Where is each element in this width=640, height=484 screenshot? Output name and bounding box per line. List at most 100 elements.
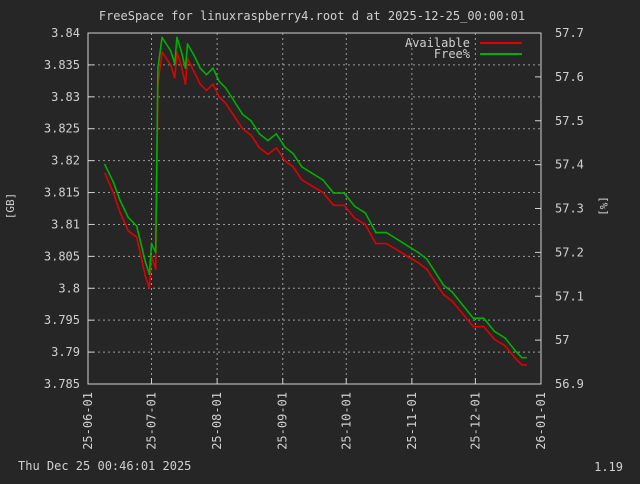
data-point: [504, 337, 506, 339]
data-point: [205, 89, 208, 92]
x-tick-label: 25-10-01: [339, 392, 353, 450]
data-point: [375, 242, 377, 245]
y2-tick-label: 57: [555, 333, 569, 347]
data-point: [148, 287, 151, 290]
y2-tick-label: 57.1: [555, 289, 584, 303]
data-point: [451, 291, 453, 293]
data-point: [434, 271, 437, 273]
data-point: [184, 67, 187, 69]
data-point: [233, 115, 235, 117]
data-point: [504, 344, 506, 347]
data-point: [521, 364, 523, 366]
data-point: [233, 100, 235, 102]
data-point: [514, 350, 517, 352]
data-point: [406, 255, 409, 258]
y2-axis-label: [%]: [597, 196, 610, 216]
data-point: [199, 67, 201, 69]
data-point: [250, 134, 252, 136]
data-point: [385, 231, 388, 234]
data-point: [301, 179, 303, 181]
data-point: [144, 274, 146, 277]
data-point: [205, 73, 208, 76]
x-tick-label: 26-01-01: [534, 392, 548, 450]
y-tick-label: 3.835: [44, 58, 80, 72]
data-point: [135, 236, 138, 238]
y2-tick-label: 57.7: [555, 26, 584, 40]
data-point: [161, 51, 163, 53]
data-point: [322, 179, 324, 181]
data-point: [186, 57, 189, 60]
data-point: [275, 133, 278, 135]
data-point: [483, 317, 485, 320]
data-point: [127, 216, 129, 219]
data-point: [165, 57, 168, 60]
y2-tick-label: 57.3: [555, 202, 584, 216]
data-point: [135, 225, 138, 227]
data-point: [154, 251, 157, 254]
data-point: [212, 67, 214, 69]
data-point: [218, 80, 220, 83]
data-point: [184, 83, 187, 85]
data-point: [451, 300, 453, 302]
y-tick-label: 3.795: [44, 313, 80, 327]
series-lines: [104, 36, 527, 366]
y-tick-label: 3.82: [51, 154, 80, 168]
data-point: [174, 62, 176, 65]
y-tick-label: 3.825: [44, 122, 80, 136]
data-point: [169, 64, 172, 66]
y-tick-label: 3.805: [44, 249, 80, 263]
series-free-: [104, 36, 527, 359]
data-point: [301, 166, 303, 168]
grid-lines: [88, 33, 541, 384]
footer-timestamp: Thu Dec 25 00:46:01 2025: [18, 459, 191, 473]
data-point: [353, 217, 356, 219]
data-point: [417, 261, 420, 264]
x-tick-label: 25-06-01: [81, 392, 95, 450]
data-point: [364, 212, 367, 214]
data-point: [218, 96, 220, 98]
y-axis-label: [GB]: [4, 193, 17, 220]
data-point: [180, 49, 182, 52]
data-point: [343, 192, 345, 194]
data-point: [442, 284, 445, 287]
y2-tick-label: 56.9: [555, 377, 584, 391]
data-point: [193, 54, 195, 56]
data-point: [396, 238, 398, 240]
data-point: [521, 356, 523, 359]
y-tick-label: 3.815: [44, 186, 80, 200]
data-point: [343, 204, 345, 207]
x-tick-label: 25-08-01: [210, 392, 224, 450]
data-point: [150, 242, 153, 245]
data-point: [186, 43, 189, 45]
data-point: [493, 330, 496, 333]
data-point: [267, 139, 269, 142]
data-point: [375, 231, 377, 234]
data-point: [322, 191, 324, 194]
data-point: [396, 249, 398, 251]
left-y-axis: 3.785 3.79 3.795 3.8 3.805 3.81 3.815 3.82 3.825…: [44, 26, 94, 391]
data-point: [275, 147, 278, 149]
data-point: [406, 245, 409, 247]
data-point: [483, 325, 485, 328]
data-point: [425, 258, 428, 260]
y-tick-label: 3.81: [51, 217, 80, 231]
data-point: [442, 293, 445, 296]
data-point: [525, 364, 527, 366]
data-point: [169, 49, 172, 52]
data-point: [212, 83, 214, 85]
data-point: [144, 260, 146, 263]
y-tick-label: 3.84: [51, 26, 80, 40]
data-point: [224, 87, 227, 89]
data-point: [472, 317, 475, 320]
data-point: [119, 198, 121, 201]
y2-tick-label: 57.5: [555, 114, 584, 128]
data-point: [104, 172, 106, 175]
data-point: [514, 357, 517, 360]
chart-title: FreeSpace for linuxraspberry4.root d at …: [99, 9, 525, 23]
data-point: [425, 268, 428, 270]
data-point: [112, 191, 115, 194]
data-point: [311, 185, 314, 187]
x-tick-label: 25-11-01: [405, 392, 419, 450]
